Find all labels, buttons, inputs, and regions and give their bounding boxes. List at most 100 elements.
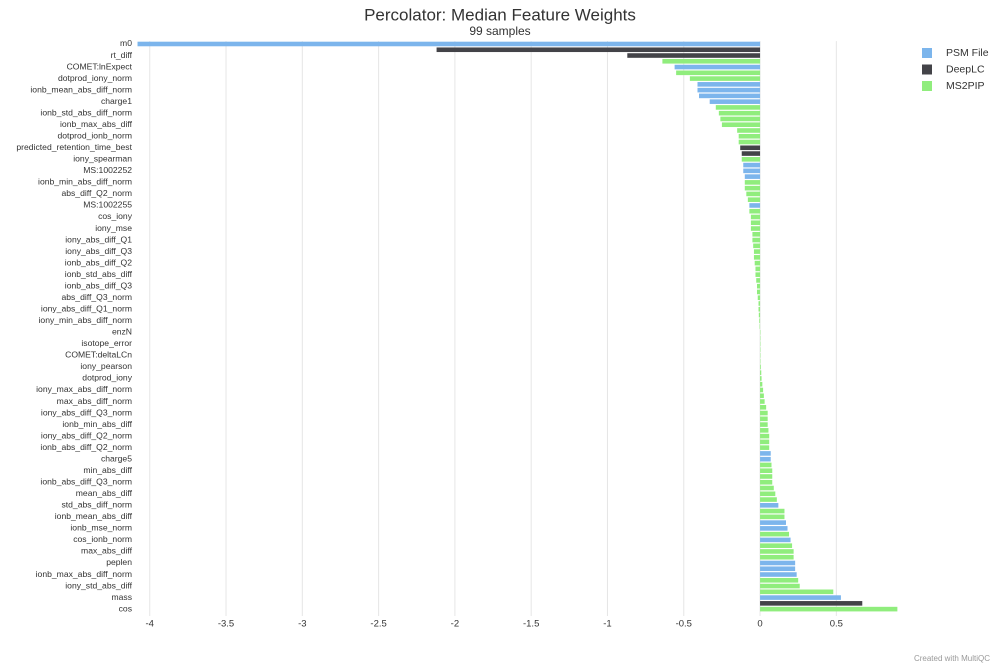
- bar: [753, 249, 761, 254]
- bar: [760, 503, 779, 508]
- legend-label: DeepLC: [946, 63, 985, 75]
- x-tick-label: 0.5: [830, 619, 843, 630]
- y-tick-label: mass: [111, 592, 132, 602]
- bar: [750, 214, 761, 220]
- y-tick-label: dotprod_ionb_norm: [57, 131, 132, 141]
- y-tick-label: peplen: [106, 557, 132, 567]
- bar: [760, 485, 774, 491]
- y-tick-label: ionb_abs_diff_Q3: [65, 280, 132, 290]
- bar: [755, 272, 761, 277]
- y-tick-label: iony_min_abs_diff_norm: [39, 315, 132, 325]
- chart-title: Percolator: Median Feature Weights: [364, 5, 636, 24]
- y-tick-label: iony_std_abs_diff: [65, 580, 132, 590]
- y-tick-label: iony_abs_diff_Q1_norm: [41, 304, 132, 314]
- y-tick-label: ionb_std_abs_diff: [65, 269, 133, 279]
- bar: [689, 76, 761, 81]
- legend-label: PSM File: [946, 47, 989, 59]
- x-tick-label: -3.5: [218, 619, 234, 630]
- bar: [755, 266, 761, 272]
- bar: [760, 531, 790, 537]
- y-tick-label: ionb_abs_diff_Q2_norm: [40, 442, 132, 452]
- bar: [760, 381, 763, 387]
- y-tick-label: ionb_abs_diff_Q2: [65, 257, 132, 267]
- chart-subtitle: 99 samples: [469, 24, 530, 38]
- bar: [749, 203, 761, 208]
- bar: [747, 197, 761, 202]
- bar: [760, 404, 767, 410]
- bar: [760, 370, 762, 375]
- bar: [760, 554, 794, 560]
- bar: [760, 566, 796, 572]
- bar: [758, 312, 761, 318]
- bar: [760, 445, 770, 450]
- x-tick-label: -4: [146, 619, 154, 630]
- y-tick-label: max_abs_diff: [81, 546, 133, 556]
- bar: [760, 451, 771, 456]
- bar: [760, 433, 770, 439]
- bar: [760, 428, 769, 433]
- y-tick-label: m0: [120, 38, 132, 48]
- bar: [756, 278, 761, 283]
- bar: [750, 226, 761, 231]
- bar: [697, 87, 761, 93]
- bar: [738, 139, 761, 145]
- bar: [752, 237, 761, 243]
- bar: [697, 82, 761, 87]
- y-tick-label: isotope_error: [81, 338, 132, 348]
- y-tick-label: ionb_mean_abs_diff_norm: [30, 84, 132, 94]
- bar: [720, 116, 761, 122]
- bar: [741, 151, 761, 156]
- bar: [749, 208, 761, 214]
- bar: [760, 520, 786, 525]
- y-tick-label: mean_abs_diff: [76, 488, 133, 498]
- y-tick-label: iony_abs_diff_Q3: [65, 246, 132, 256]
- bar: [715, 105, 761, 110]
- y-tick-label: iony_pearson: [80, 361, 132, 371]
- bar: [737, 128, 761, 133]
- bar: [760, 393, 764, 399]
- x-tick-label: -1: [603, 619, 611, 630]
- y-tick-label: iony_abs_diff_Q2_norm: [41, 430, 132, 440]
- y-tick-label: MS:1002255: [83, 200, 132, 210]
- bar: [627, 53, 761, 58]
- y-tick-label: ionb_abs_diff_Q3_norm: [40, 477, 132, 487]
- bar: [743, 168, 761, 174]
- credit: Created with MultiQC: [914, 654, 990, 663]
- bar: [137, 41, 761, 47]
- bar: [743, 162, 761, 168]
- bar: [721, 122, 761, 128]
- legend-label: MS2PIP: [946, 80, 985, 92]
- bar: [760, 589, 834, 595]
- bar: [760, 422, 768, 427]
- y-tick-label: cos_ionb_norm: [73, 534, 132, 544]
- bar: [676, 70, 761, 76]
- y-tick-label: std_abs_diff_norm: [61, 500, 132, 510]
- y-tick-label: ionb_max_abs_diff_norm: [36, 569, 132, 579]
- y-tick-label: iony_abs_diff_Q3_norm: [41, 407, 132, 417]
- bar: [760, 514, 785, 520]
- y-tick-label: abs_diff_Q3_norm: [61, 292, 132, 302]
- bar: [760, 474, 773, 479]
- y-tick-label: ionb_max_abs_diff: [60, 119, 133, 129]
- bar: [758, 306, 761, 312]
- bar: [760, 526, 788, 531]
- bar: [760, 606, 898, 612]
- y-tick-label: enzN: [112, 327, 132, 337]
- y-tick-label: COMET:lnExpect: [67, 61, 133, 71]
- y-tick-label: iony_abs_diff_Q1: [65, 234, 132, 244]
- y-tick-label: charge1: [101, 96, 132, 106]
- bar: [760, 572, 797, 577]
- bar: [756, 289, 761, 295]
- bar: [738, 133, 761, 139]
- bar: [760, 577, 799, 583]
- bar: [436, 47, 761, 53]
- bar: [760, 601, 863, 606]
- bar: [709, 99, 761, 104]
- bar: [662, 58, 761, 64]
- x-tick-label: -0.5: [676, 619, 692, 630]
- bar: [760, 491, 776, 497]
- bar: [759, 318, 761, 324]
- y-tick-label: min_abs_diff: [83, 465, 132, 475]
- bar: [760, 549, 794, 554]
- bar: [746, 191, 761, 197]
